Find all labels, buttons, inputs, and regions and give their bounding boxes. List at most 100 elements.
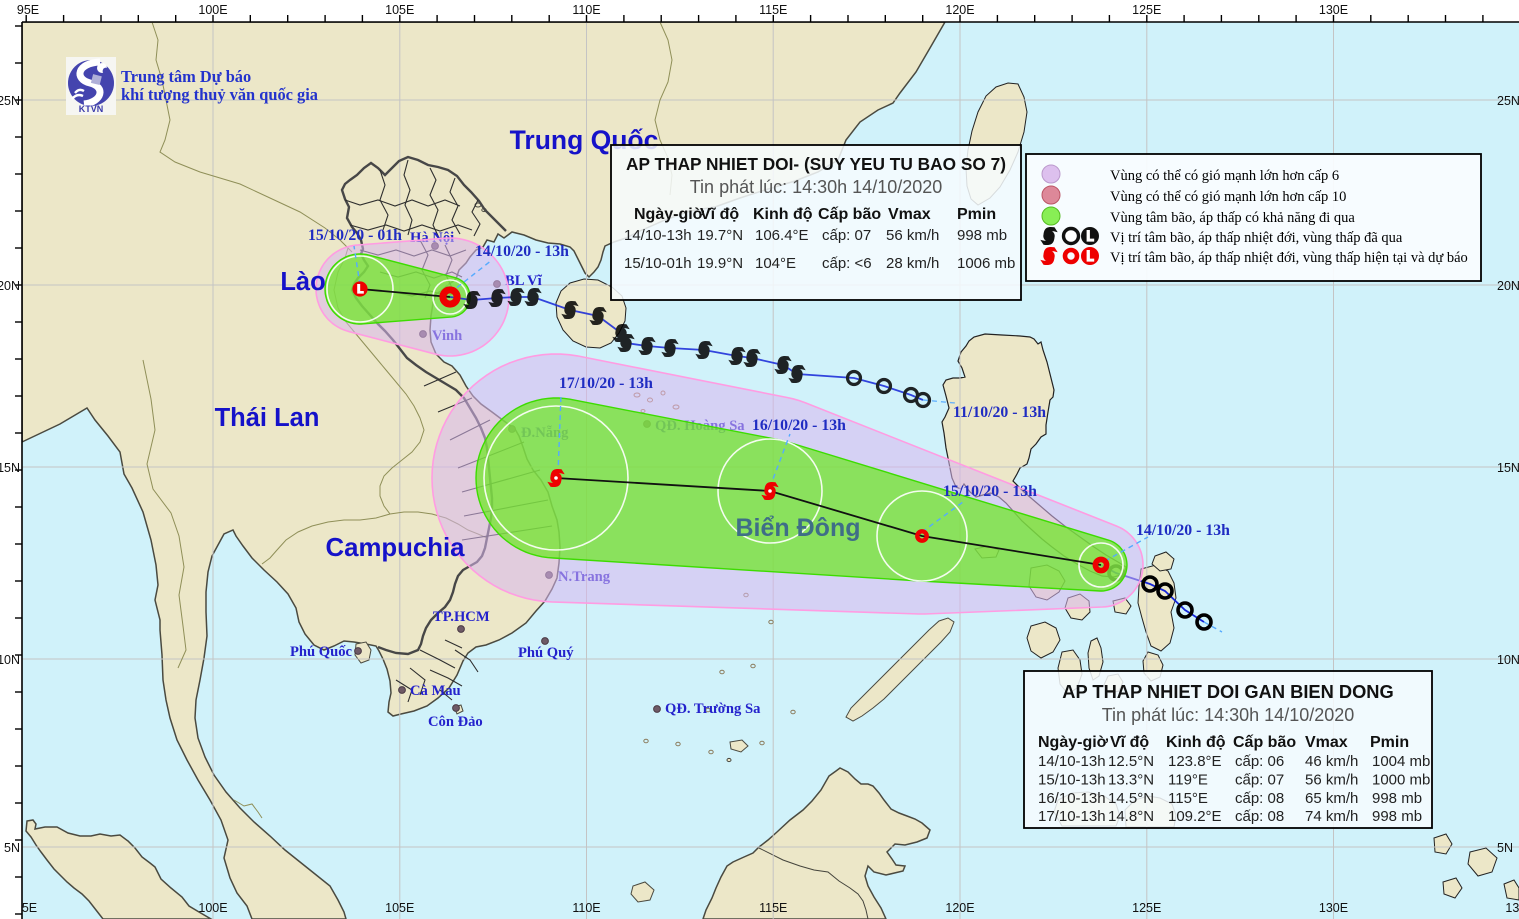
svg-text:10N: 10N <box>1497 653 1519 667</box>
svg-text:115E: 115E <box>759 3 787 17</box>
svg-text:109.2°E: 109.2°E <box>1168 808 1222 825</box>
svg-text:105E: 105E <box>385 3 414 17</box>
svg-text:14/10/20 - 13h: 14/10/20 - 13h <box>475 243 569 260</box>
svg-text:AP THAP NHIET DOI GAN BIEN DON: AP THAP NHIET DOI GAN BIEN DONG <box>1062 681 1393 702</box>
svg-text:19.7°N: 19.7°N <box>697 227 743 244</box>
svg-text:998 mb: 998 mb <box>1372 790 1422 807</box>
svg-text:khí tượng thuỷ văn quốc gia: khí tượng thuỷ văn quốc gia <box>121 85 318 104</box>
svg-text:14/10/20 - 13h: 14/10/20 - 13h <box>1136 522 1230 539</box>
svg-text:17/10-13h: 17/10-13h <box>1038 808 1106 825</box>
svg-text:15/10-13h: 15/10-13h <box>1038 771 1106 788</box>
svg-text:Côn Đảo: Côn Đảo <box>428 714 483 730</box>
svg-text:Vĩ độ: Vĩ độ <box>700 206 739 223</box>
svg-text:cấp: <6: cấp: <6 <box>822 255 872 272</box>
svg-text:Vị trí tâm bão, áp thấp nhiệt: Vị trí tâm bão, áp thấp nhiệt đới, vùng … <box>1110 230 1403 246</box>
svg-text:1006 mb: 1006 mb <box>957 255 1015 272</box>
svg-text:20N: 20N <box>0 279 20 293</box>
svg-text:15N: 15N <box>1497 461 1519 475</box>
svg-text:130E: 130E <box>1319 901 1348 915</box>
svg-text:100E: 100E <box>198 901 227 915</box>
svg-text:14.5°N: 14.5°N <box>1108 790 1154 807</box>
svg-text:125E: 125E <box>1132 901 1161 915</box>
svg-text:28 km/h: 28 km/h <box>886 255 939 272</box>
svg-text:KTVN: KTVN <box>79 104 104 114</box>
svg-text:Vĩ độ: Vĩ độ <box>1110 734 1149 751</box>
svg-text:19.9°N: 19.9°N <box>697 255 743 272</box>
svg-text:11/10/20 - 13h: 11/10/20 - 13h <box>953 404 1046 421</box>
svg-text:125E: 125E <box>1132 3 1161 17</box>
svg-text:135E: 135E <box>1505 901 1519 915</box>
svg-text:Cấp bão: Cấp bão <box>1233 734 1296 751</box>
svg-text:15/10-01h: 15/10-01h <box>624 255 692 272</box>
svg-text:14/10-13h: 14/10-13h <box>624 227 692 244</box>
svg-text:1004 mb: 1004 mb <box>1372 753 1430 770</box>
svg-text:105E: 105E <box>385 901 414 915</box>
svg-text:Pmin: Pmin <box>957 206 996 223</box>
svg-text:Cấp bão: Cấp bão <box>818 206 881 223</box>
svg-text:56 km/h: 56 km/h <box>1305 771 1358 788</box>
svg-text:123.8°E: 123.8°E <box>1168 753 1222 770</box>
svg-text:Vmax: Vmax <box>888 206 931 223</box>
svg-text:Ngày-giờ: Ngày-giờ <box>1038 734 1109 751</box>
svg-text:Phú Quý: Phú Quý <box>518 645 574 661</box>
svg-text:5N: 5N <box>1497 841 1513 855</box>
svg-text:Kinh độ: Kinh độ <box>753 206 813 223</box>
svg-text:cấp: 06: cấp: 06 <box>1235 753 1284 770</box>
svg-text:5N: 5N <box>4 841 20 855</box>
svg-text:95E: 95E <box>17 3 39 17</box>
svg-text:15/10/20 - 13h: 15/10/20 - 13h <box>943 483 1037 500</box>
svg-text:14/10-13h: 14/10-13h <box>1038 753 1106 770</box>
svg-text:cấp: 08: cấp: 08 <box>1235 808 1284 825</box>
svg-text:Pmin: Pmin <box>1370 734 1409 751</box>
svg-text:12.5°N: 12.5°N <box>1108 753 1154 770</box>
svg-text:Vùng có thể có gió mạnh lớn hơ: Vùng có thể có gió mạnh lớn hơn cấp 6 <box>1110 168 1339 184</box>
svg-text:25N: 25N <box>0 94 20 108</box>
svg-text:Tin phát lúc: 14:30h 14/10/202: Tin phát lúc: 14:30h 14/10/2020 <box>690 177 943 197</box>
svg-text:100E: 100E <box>198 3 227 17</box>
svg-text:115E: 115E <box>759 901 787 915</box>
svg-text:Campuchia: Campuchia <box>325 534 465 562</box>
svg-text:16/10-13h: 16/10-13h <box>1038 790 1106 807</box>
svg-text:120E: 120E <box>945 901 974 915</box>
svg-text:1000 mb: 1000 mb <box>1372 771 1430 788</box>
svg-text:QĐ. Trường Sa: QĐ. Trường Sa <box>665 701 761 717</box>
svg-text:Trung tâm Dự báo: Trung tâm Dự báo <box>121 67 251 86</box>
svg-text:119°E: 119°E <box>1168 771 1208 788</box>
svg-text:10N: 10N <box>0 653 20 667</box>
svg-text:17/10/20 - 13h: 17/10/20 - 13h <box>559 375 653 392</box>
svg-text:14.8°N: 14.8°N <box>1108 808 1154 825</box>
svg-text:Thái Lan: Thái Lan <box>215 404 320 432</box>
svg-text:Biển Đông: Biển Đông <box>736 514 861 542</box>
svg-text:Ngày-giờ: Ngày-giờ <box>634 206 705 223</box>
svg-text:Kinh độ: Kinh độ <box>1166 734 1226 751</box>
svg-text:46 km/h: 46 km/h <box>1305 753 1358 770</box>
svg-text:998 mb: 998 mb <box>957 227 1007 244</box>
svg-text:20N: 20N <box>1497 279 1519 293</box>
svg-text:15N: 15N <box>0 461 20 475</box>
svg-text:56 km/h: 56 km/h <box>886 227 939 244</box>
svg-text:106.4°E: 106.4°E <box>755 227 809 244</box>
svg-text:15/10/20 - 01h: 15/10/20 - 01h <box>308 227 402 244</box>
svg-text:25N: 25N <box>1497 94 1519 108</box>
svg-text:104°E: 104°E <box>755 255 796 272</box>
svg-text:998 mb: 998 mb <box>1372 808 1422 825</box>
svg-text:cấp: 07: cấp: 07 <box>1235 771 1284 788</box>
svg-text:74 km/h: 74 km/h <box>1305 808 1358 825</box>
svg-text:110E: 110E <box>572 3 600 17</box>
svg-text:Cà Mau: Cà Mau <box>410 683 461 699</box>
svg-text:Tin phát lúc: 14:30h 14/10/202: Tin phát lúc: 14:30h 14/10/2020 <box>1102 705 1355 725</box>
svg-text:Vmax: Vmax <box>1305 734 1348 751</box>
svg-text:Vùng có thể có gió mạnh lớn hơ: Vùng có thể có gió mạnh lớn hơn cấp 10 <box>1110 189 1346 205</box>
svg-text:Vị trí tâm bão, áp thấp nhiệt: Vị trí tâm bão, áp thấp nhiệt đới, vùng … <box>1110 250 1468 266</box>
svg-text:110E: 110E <box>572 901 600 915</box>
svg-text:Vùng tâm bão, áp thấp có khả n: Vùng tâm bão, áp thấp có khả năng đi qua <box>1110 210 1355 226</box>
svg-text:115°E: 115°E <box>1168 790 1208 807</box>
svg-text:120E: 120E <box>945 3 974 17</box>
svg-text:cấp: 08: cấp: 08 <box>1235 790 1284 807</box>
svg-text:BL Vĩ: BL Vĩ <box>505 273 543 289</box>
svg-text:AP THAP NHIET DOI- (SUY YEU TU: AP THAP NHIET DOI- (SUY YEU TU BAO SO 7) <box>626 154 1006 174</box>
svg-text:13.3°N: 13.3°N <box>1108 771 1154 788</box>
svg-text:16/10/20 - 13h: 16/10/20 - 13h <box>752 417 846 434</box>
svg-text:Lào: Lào <box>280 268 325 296</box>
svg-text:cấp: 07: cấp: 07 <box>822 227 871 244</box>
